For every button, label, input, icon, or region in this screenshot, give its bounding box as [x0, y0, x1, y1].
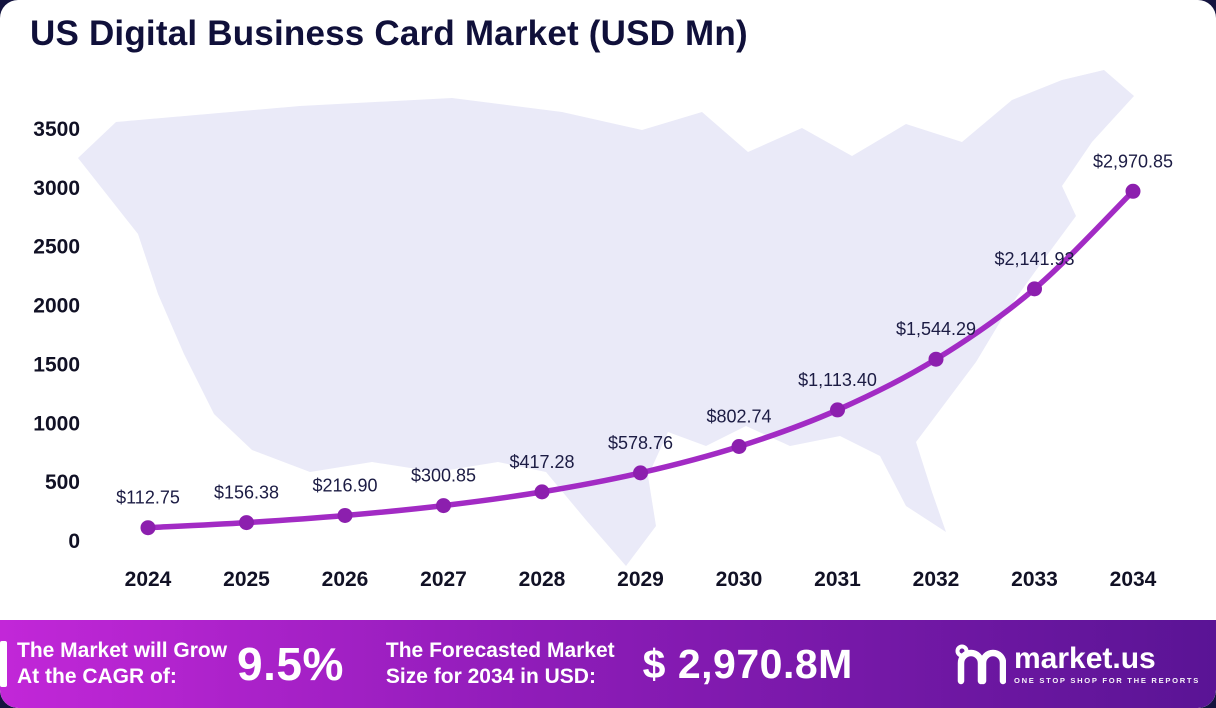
data-point — [239, 515, 254, 531]
forecast-label-line2: Size for 2034 in USD: — [385, 665, 596, 688]
x-tick-label: 2034 — [1110, 568, 1157, 591]
y-tick-label: 2500 — [33, 236, 80, 259]
data-label: $1,544.29 — [896, 319, 976, 339]
y-tick-label: 1000 — [33, 412, 80, 435]
x-tick-label: 2030 — [716, 568, 763, 591]
data-label: $1,113.40 — [798, 370, 877, 390]
data-label: $216.90 — [312, 475, 377, 495]
cagr-value: 9.5% — [237, 638, 344, 690]
chart-area: 0 500 1000 1500 2000 2500 3000 3500 2024 2025 2026… — [33, 70, 1173, 591]
data-point — [1027, 281, 1042, 297]
data-point — [731, 439, 747, 455]
data-label: $2,970.85 — [1093, 151, 1173, 171]
forecast-label: The Forecasted Market Size for 2034 in U… — [386, 638, 615, 689]
x-tick-label: 2028 — [519, 568, 566, 591]
footer-accent-bar — [0, 641, 7, 687]
data-point — [337, 507, 353, 523]
brand: market.us ONE STOP SHOP FOR THE REPORTS — [954, 641, 1200, 687]
market-trend-line — [145, 188, 1136, 531]
x-tick-label: 2033 — [1011, 568, 1058, 591]
data-label: $2,141.93 — [994, 249, 1074, 269]
cagr-label: The Market will Grow At the CAGR of: — [17, 638, 227, 689]
x-tick-label: 2031 — [814, 568, 861, 591]
data-point — [534, 484, 550, 500]
data-label: $300.85 — [411, 466, 476, 486]
x-tick-label: 2032 — [913, 568, 960, 591]
x-tick-label: 2024 — [125, 568, 172, 591]
x-tick-label: 2027 — [420, 568, 467, 591]
marketus-logo-icon — [955, 644, 1006, 685]
data-label: $156.38 — [214, 483, 279, 503]
data-label: $417.28 — [509, 452, 574, 472]
brand-tagline: ONE STOP SHOP FOR THE REPORTS — [1013, 676, 1200, 686]
chart-title: US Digital Business Card Market (USD Mn) — [30, 14, 748, 53]
y-tick-label: 500 — [45, 471, 80, 494]
data-point — [633, 465, 648, 481]
us-map-silhouette — [78, 70, 1134, 566]
x-tick-label: 2025 — [223, 568, 270, 591]
y-tick-label: 3000 — [33, 177, 80, 200]
data-point — [830, 402, 845, 418]
forecast-value: $ 2,970.8M — [642, 640, 853, 687]
data-label: $112.75 — [116, 488, 180, 508]
data-point — [1125, 183, 1141, 199]
y-tick-label: 1500 — [33, 353, 80, 376]
y-tick-label: 0 — [68, 530, 80, 553]
forecast-label-line1: The Forecasted Market — [385, 639, 615, 663]
data-label: $578.76 — [608, 433, 673, 453]
footer-banner: The Market will Grow At the CAGR of: 9.5… — [0, 620, 1216, 708]
cagr-label-line1: The Market will Grow — [17, 639, 228, 663]
data-point — [928, 351, 944, 367]
x-tick-label: 2029 — [617, 568, 664, 591]
cagr-label-line2: At the CAGR of: — [17, 665, 177, 688]
y-tick-label: 3500 — [33, 118, 80, 141]
x-tick-label: 2026 — [322, 568, 369, 591]
line-chart: 0 500 1000 1500 2000 2500 3000 3500 2024 2025 2026… — [33, 70, 1173, 591]
data-label: $802.74 — [706, 407, 771, 427]
y-tick-label: 2000 — [33, 295, 80, 318]
data-point — [436, 498, 451, 514]
brand-name: market.us — [1013, 641, 1156, 675]
data-point — [140, 520, 156, 536]
brand-text: market.us ONE STOP SHOP FOR THE REPORTS — [1014, 643, 1200, 686]
